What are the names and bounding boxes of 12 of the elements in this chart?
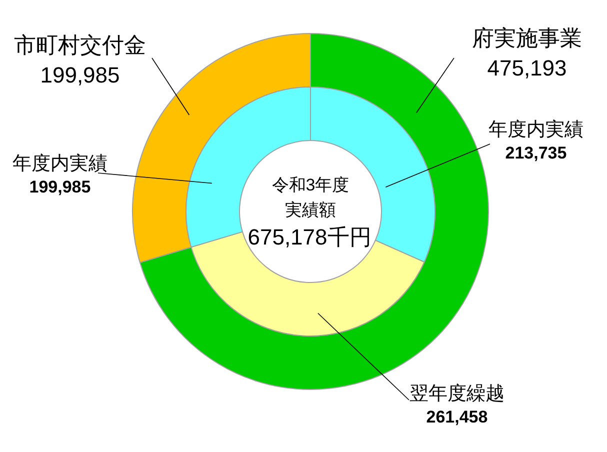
text: 675,178千円 xyxy=(248,224,372,250)
data-label: 475,193 xyxy=(487,56,567,80)
data-label: 199,985 xyxy=(29,178,91,196)
data-label: 213,735 xyxy=(505,144,567,162)
slice-label: 年度内実績 xyxy=(12,152,108,174)
slice-label: 市町村交付金 xyxy=(14,32,146,58)
slice-label: 府実施事業 xyxy=(472,26,582,50)
slice-label: 年度内実績 xyxy=(488,118,584,140)
data-label: 199,985 xyxy=(40,62,120,88)
data-label: 261,458 xyxy=(426,408,488,426)
slice-label: 翌年度繰越 xyxy=(410,382,504,404)
text: 令和3年度実績額 xyxy=(272,176,350,220)
